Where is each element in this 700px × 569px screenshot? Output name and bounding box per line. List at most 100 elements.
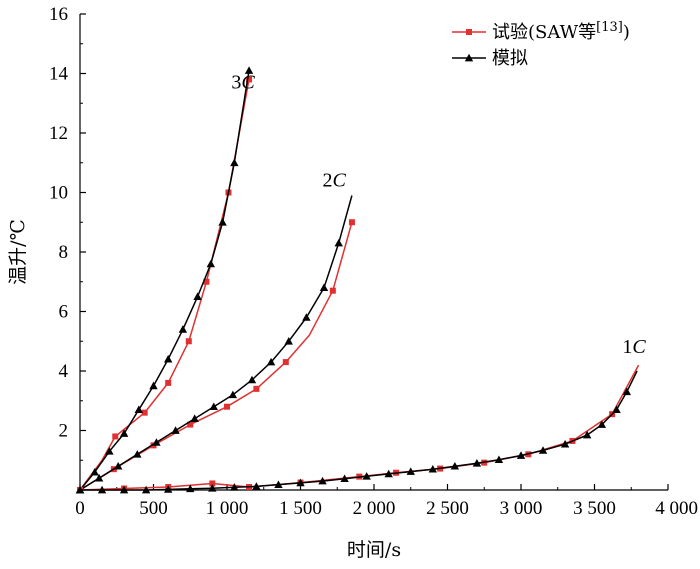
x-axis-title: 时间/s [347,539,401,561]
y-axis-title: 温升/℃ [7,219,29,285]
x-tick-label: 1 000 [206,498,249,519]
data-point-square [466,29,472,35]
data-point-square [185,338,192,345]
legend-label: 模拟 [492,48,528,69]
data-point-triangle [94,473,104,482]
axes [79,14,668,491]
data-point-triangle [133,450,142,458]
data-point-triangle [152,438,161,446]
data-point-triangle [450,462,460,470]
data-point-triangle [362,472,371,480]
y-tick-label: 8 [59,242,69,263]
data-point-square [253,385,260,392]
x-tick-label: 1 500 [279,498,322,519]
x-tick-label: 4 000 [655,498,698,519]
data-point-square [209,480,216,487]
data-point-triangle [560,439,570,448]
x-tick-label: 0 [75,498,85,519]
data-point-triangle [164,485,173,493]
data-point-square [203,278,210,285]
data-point-triangle [302,313,311,321]
y-tick-label: 12 [49,123,68,144]
data-point-square [112,433,119,440]
data-point-triangle [164,354,173,363]
data-point-triangle [206,259,216,268]
y-tick-label: 10 [49,183,68,204]
data-point-triangle [105,447,114,455]
y-tick-label: 16 [49,4,68,25]
x-ticks: 0 500 1 000 1 500 2 000 2 500 3 000 3 500 4 000 [75,484,698,519]
data-point-square [282,359,289,366]
data-point-triangle [97,485,107,494]
data-point-triangle [75,485,85,494]
data-point-triangle [284,337,293,345]
x-tick-label: 2 500 [426,498,469,519]
data-point-triangle [472,459,482,467]
data-point-triangle [230,483,239,491]
y-ticks: 2 4 6 8 10 12 14 16 [49,4,86,461]
y-tick-label: 4 [59,361,69,382]
data-point-triangle [114,462,123,470]
series-1C-simulation [75,370,638,494]
data-point-triangle [208,484,217,492]
data-point-triangle [247,375,257,384]
data-point-triangle [622,387,632,396]
data-point-triangle [171,426,180,434]
data-point-triangle [119,485,129,494]
legend-entry: 模拟 [452,48,528,69]
legend-entry: 试验(SAW等[13]) [452,20,630,44]
curve-label: 2C [323,170,347,192]
x-tick-label: 3 000 [500,498,543,519]
data-point-triangle [274,480,283,489]
data-point-square [329,287,336,294]
series-line [79,79,250,491]
data-point-triangle [230,158,239,167]
data-point-triangle [218,218,227,226]
series-line [79,222,353,491]
data-point-triangle [538,446,548,454]
data-point-triangle [228,390,238,399]
data-point-triangle [406,467,415,475]
curve-label: 3C [231,71,255,93]
data-point-triangle [428,464,437,473]
series-3C-experiment [77,76,253,493]
data-point-square [165,379,172,386]
data-point-triangle [190,414,199,422]
data-point-triangle [340,474,349,483]
curve-label: 1C [622,336,646,358]
data-point-triangle [186,484,195,493]
data-point-triangle [134,405,143,414]
data-point-triangle [193,292,202,300]
data-point-triangle [582,430,592,439]
x-tick-label: 2 000 [353,498,396,519]
data-point-triangle [597,420,607,428]
series-line [79,195,353,491]
series-2C-experiment [77,219,355,493]
legend-label: 试验(SAW等[13]) [492,20,630,44]
data-point-triangle [464,53,474,62]
data-point-triangle [296,478,305,487]
data-point-square [224,403,230,410]
series-1C-experiment [77,364,640,493]
data-point-triangle [384,469,393,478]
data-point-triangle [334,238,343,247]
data-point-triangle [244,66,254,74]
data-point-square [141,409,148,416]
x-tick-label: 500 [139,498,168,519]
legend: 试验(SAW等[13]) 模拟 [452,20,630,69]
series-2C-simulation [75,195,353,494]
data-point-triangle [149,381,158,390]
series-3C-simulation [75,66,254,494]
data-point-triangle [319,283,329,292]
data-point-triangle [318,476,327,485]
y-tick-label: 14 [49,64,69,85]
data-point-triangle [141,485,151,494]
y-tick-label: 6 [59,302,69,323]
data-point-square [246,76,253,83]
data-point-square [187,421,194,428]
data-point-triangle [119,429,129,437]
data-point-square [348,219,355,226]
y-tick-label: 2 [59,421,69,442]
data-point-triangle [516,451,526,459]
